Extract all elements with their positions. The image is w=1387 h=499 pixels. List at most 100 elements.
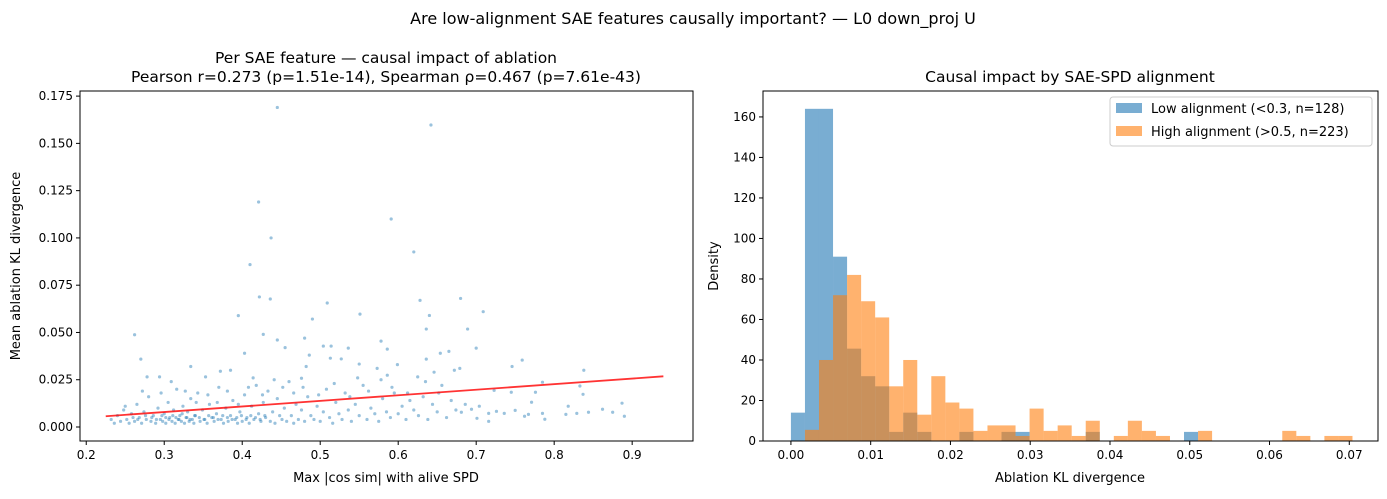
scatter-point	[190, 417, 194, 422]
scatter-point	[197, 415, 201, 420]
scatter-point	[278, 414, 282, 418]
histogram-axes-frame	[762, 90, 1379, 442]
scatter-point	[150, 415, 154, 420]
scatter-point	[154, 421, 158, 425]
scatter-point	[273, 421, 277, 425]
scatter-point	[581, 392, 585, 396]
scatter-point	[263, 414, 267, 418]
scatter-point	[189, 364, 193, 369]
scatter-point	[253, 415, 258, 420]
scatter-point	[520, 358, 524, 362]
scatter-point	[170, 419, 174, 423]
scatter-point	[447, 349, 451, 353]
scatter-point	[432, 370, 436, 374]
scatter-point	[429, 123, 433, 127]
scatter-point	[361, 383, 365, 388]
histogram-bar-high	[1085, 420, 1100, 441]
scatter-point	[385, 373, 389, 377]
scatter-point	[509, 390, 513, 394]
scatter-point	[214, 412, 219, 416]
scatter-point	[299, 408, 304, 412]
histogram-bar-high	[889, 386, 904, 441]
scatter-point	[337, 412, 341, 416]
scatter-point	[408, 398, 412, 403]
legend-label-low: Low alignment (<0.3, n=128)	[1151, 102, 1344, 117]
scatter-point	[207, 414, 211, 418]
histogram-bar-low	[818, 108, 834, 442]
scatter-point	[193, 414, 197, 418]
scatter-point	[183, 389, 187, 393]
x-tick-label: 0.06	[1256, 448, 1283, 462]
scatter-point	[221, 421, 226, 425]
scatter-point	[430, 402, 435, 406]
scatter-point	[194, 400, 198, 405]
x-tick-label: 0.03	[1017, 448, 1044, 462]
y-tick-label: 160	[733, 110, 756, 124]
scatter-point	[318, 419, 322, 423]
scatter-point	[301, 385, 305, 389]
scatter-point	[266, 389, 270, 393]
scatter-point	[256, 200, 261, 204]
scatter-point	[377, 419, 381, 423]
scatter-point	[586, 410, 591, 414]
scatter-point	[206, 393, 210, 397]
x-tick-label: 0.5	[311, 448, 330, 462]
histogram-bar-high	[1029, 408, 1044, 441]
histogram-bar-high	[987, 425, 1002, 441]
scatter-point	[600, 407, 605, 411]
y-tick-label: 80	[741, 272, 756, 286]
scatter-point	[252, 417, 256, 422]
scatter-point	[357, 362, 361, 366]
scatter-point	[435, 410, 439, 414]
scatter-point	[381, 397, 385, 401]
legend-label-high: High alignment (>0.5, n=223)	[1151, 125, 1349, 140]
x-tick-label: 0.01	[857, 448, 884, 462]
scatter-point	[235, 415, 239, 420]
y-tick-label: 120	[733, 191, 756, 205]
histogram-bar-high	[1113, 435, 1128, 441]
scatter-point	[211, 415, 215, 420]
histogram-bar-high	[1324, 435, 1339, 441]
scatter-point	[230, 417, 234, 422]
scatter-point	[303, 336, 307, 340]
histogram-bar-high	[1141, 430, 1156, 441]
scatter-point	[289, 414, 293, 418]
scatter-point	[353, 402, 357, 406]
scatter-point	[349, 419, 354, 423]
scatter-point	[181, 404, 185, 408]
scatter-point	[334, 400, 338, 405]
scatter-point	[412, 408, 416, 412]
scatter-point	[356, 376, 360, 380]
scatter-point	[236, 402, 240, 406]
histogram-bar-high	[959, 408, 974, 441]
scatter-title-line1: Per SAE feature — causal impact of ablat…	[215, 49, 557, 67]
scatter-point	[299, 376, 304, 380]
scatter-point	[272, 378, 276, 382]
scatter-point	[328, 356, 332, 360]
scatter-point	[416, 414, 421, 418]
scatter-point	[158, 417, 162, 422]
scatter-point	[385, 347, 389, 351]
scatter-point	[123, 404, 127, 408]
scatter-point	[312, 417, 316, 422]
scatter-point	[139, 357, 143, 361]
scatter-point	[192, 421, 196, 425]
scatter-point	[346, 346, 350, 350]
scatter-point	[304, 364, 308, 369]
y-tick-label: 0.000	[39, 420, 73, 434]
scatter-point	[221, 414, 225, 418]
scatter-point	[218, 369, 222, 373]
scatter-point	[198, 419, 202, 423]
histogram-bar-high	[1015, 435, 1030, 441]
scatter-point	[510, 364, 514, 369]
scatter-point	[125, 417, 129, 422]
scatter-point	[390, 385, 394, 389]
scatter-point	[261, 400, 265, 405]
histogram-bar-high	[1057, 425, 1072, 441]
scatter-point	[543, 417, 547, 421]
scatter-point	[109, 417, 113, 422]
histogram-bar-high	[903, 359, 918, 441]
scatter-point	[236, 314, 240, 318]
scatter-point	[202, 417, 206, 422]
scatter-point	[132, 419, 137, 423]
